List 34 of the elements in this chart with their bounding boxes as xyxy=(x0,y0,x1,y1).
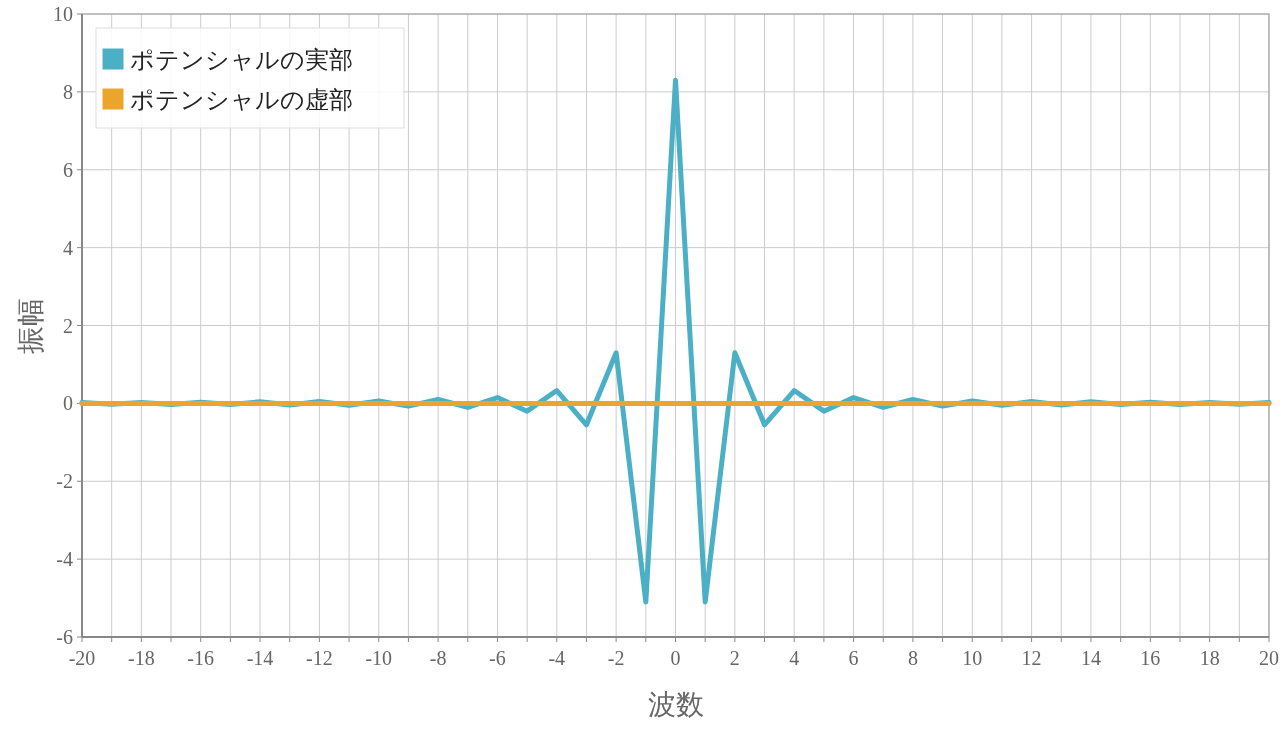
x-tick-label: -12 xyxy=(306,647,333,669)
x-tick-label: 0 xyxy=(670,647,681,669)
x-tick-label: 16 xyxy=(1140,647,1161,669)
x-axis-title: 波数 xyxy=(647,688,704,721)
y-axis-title: 振幅 xyxy=(14,297,47,354)
y-tick-label: 6 xyxy=(63,158,73,181)
x-tick-label: 10 xyxy=(962,647,983,669)
y-tick-label: 2 xyxy=(63,314,73,337)
legend-label: ポテンシャルの実部 xyxy=(130,46,353,74)
x-tick-label: -4 xyxy=(548,647,566,669)
x-tick-label: 12 xyxy=(1021,647,1042,669)
y-tick-label: 0 xyxy=(63,392,73,415)
x-tick-label: 18 xyxy=(1199,647,1220,669)
x-tick-label: 20 xyxy=(1259,647,1279,669)
y-tick-label: -6 xyxy=(56,626,73,648)
x-tick-label: 8 xyxy=(907,647,918,669)
x-tick-label: -14 xyxy=(246,647,274,669)
y-tick-label: -4 xyxy=(56,548,73,571)
x-tick-label: 4 xyxy=(789,647,800,669)
x-tick-label: -10 xyxy=(365,647,393,669)
x-tick-label: -16 xyxy=(187,647,215,669)
y-tick-label: 8 xyxy=(63,80,73,103)
x-tick-label: -18 xyxy=(128,647,155,669)
y-tick-label: 10 xyxy=(53,3,73,25)
y-tick-label: 4 xyxy=(63,236,73,259)
x-tick-label: -2 xyxy=(607,647,625,669)
x-tick-label: -20 xyxy=(68,647,96,669)
y-tick-label: -2 xyxy=(56,470,73,493)
legend-label: ポテンシャルの虚部 xyxy=(130,86,353,114)
x-tick-label: 14 xyxy=(1080,647,1101,669)
x-tick-label: -8 xyxy=(429,647,447,669)
x-tick-label: 2 xyxy=(729,647,740,669)
x-tick-label: 6 xyxy=(848,647,859,669)
x-tick-label: -6 xyxy=(489,647,506,669)
